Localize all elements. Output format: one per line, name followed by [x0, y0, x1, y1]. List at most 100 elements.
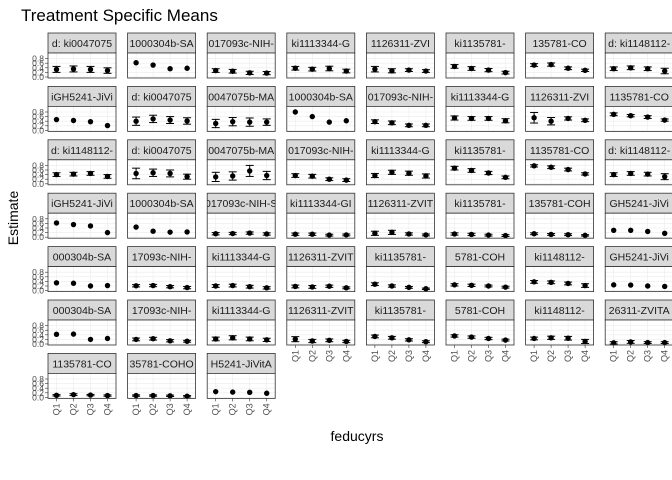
- y-tick-label: 0.4: [32, 63, 44, 73]
- data-point: [53, 171, 60, 178]
- panel-border: [127, 372, 196, 399]
- data-point: [389, 68, 395, 74]
- panel-border: [286, 266, 356, 293]
- data-point: [485, 283, 492, 289]
- data-point: [247, 389, 253, 396]
- data-point: [531, 62, 537, 68]
- data-point: [247, 230, 253, 236]
- data-point: [104, 122, 111, 129]
- y-tick-label: 0.2: [32, 334, 44, 344]
- facet-label: 1126311-ZVIT: [368, 198, 434, 210]
- facet-panel: 17093c-NIH-: [127, 246, 196, 293]
- panel-border: [604, 159, 672, 186]
- facet-label: H5241-JiVitA: [211, 358, 272, 370]
- facet-panel: iGH5241-JiVi 0.00.20.40.60.8: [32, 86, 117, 135]
- facet-panel: d: ki1148112-: [604, 32, 672, 79]
- data-point: [645, 228, 651, 235]
- facet-label: GH5241-JiVi: [610, 252, 669, 264]
- facet-panel: ki1113344-G: [206, 299, 276, 346]
- panel-border: [206, 52, 276, 79]
- data-point: [485, 335, 492, 342]
- x-tick-label: Q2: [148, 403, 158, 415]
- facet-label: ki1113344-G: [451, 91, 510, 103]
- panel-border: [127, 319, 196, 346]
- plot-area: [48, 266, 116, 292]
- facet-panel: 1135781-CO 0.00.20.40.60.8 Q1 Q2 Q3 Q4: [32, 352, 117, 415]
- y-tick-label: 0.8: [32, 160, 44, 170]
- facet-label: 1126311-ZVIT: [288, 252, 354, 264]
- facet-label: 1126311-ZVIT: [288, 305, 354, 317]
- facet-panel: 000304b-SA 0.00.20.40.60.8: [32, 246, 117, 296]
- plot-area: [286, 320, 355, 345]
- data-point: [184, 284, 190, 291]
- facet-label: ki1135781-: [375, 305, 427, 317]
- data-point: [565, 280, 571, 287]
- data-point: [343, 118, 349, 124]
- y-tick-label: 0.6: [32, 112, 44, 122]
- y-tick-label: 0.4: [32, 223, 44, 233]
- panel-border: [286, 52, 356, 79]
- data-point: [133, 118, 139, 124]
- facet-panel: d: ki1148112-: [604, 139, 672, 186]
- x-tick-label: Q3: [324, 350, 334, 362]
- data-point: [87, 392, 94, 398]
- facet-label: 17093c-NIH-: [132, 252, 192, 264]
- panel-border: [127, 266, 196, 293]
- plot-area: [286, 106, 355, 132]
- data-point: [213, 231, 219, 237]
- data-point: [423, 122, 429, 129]
- panel-border: [525, 52, 594, 79]
- data-point: [645, 283, 651, 289]
- data-point: [326, 119, 332, 125]
- facet-panel: 135781-COH: [525, 192, 594, 239]
- data-point: [343, 285, 349, 291]
- data-point: [343, 68, 349, 74]
- data-point: [70, 221, 77, 228]
- facet-panel: 017093c-NIH-S: [206, 192, 276, 239]
- facet-label: 35781-COHO: [129, 358, 193, 370]
- data-point: [309, 231, 315, 237]
- panel-border: [365, 212, 435, 239]
- y-tick-label: 0.2: [32, 121, 44, 131]
- x-tick-label: Q2: [546, 350, 556, 362]
- data-point: [150, 62, 156, 68]
- data-point: [264, 337, 270, 343]
- facet-panel: iGH5241-JiVi 0.00.20.40.60.8: [32, 192, 117, 242]
- facet-panel: 1126311-ZVI: [525, 86, 594, 132]
- plot-area: [366, 159, 435, 185]
- data-point: [502, 284, 509, 290]
- facet-panel: d: ki0047075: [127, 139, 196, 186]
- data-point: [372, 281, 378, 287]
- data-point: [213, 388, 219, 395]
- plot-area: [207, 213, 276, 239]
- data-point: [485, 170, 492, 176]
- data-point: [628, 170, 634, 177]
- facet-label: 1135781-CO: [530, 145, 589, 157]
- plot-area: [48, 213, 116, 239]
- facet-panel: 0047075b-MA: [206, 139, 276, 186]
- data-point: [565, 231, 571, 238]
- panel-border: [604, 106, 672, 132]
- panel-border: [286, 106, 356, 132]
- data-point: [184, 173, 190, 180]
- x-tick-label: Q4: [580, 350, 590, 362]
- data-point: [264, 390, 270, 396]
- facet-label: 017093c-NIH-: [288, 145, 354, 157]
- panel-border: [604, 266, 672, 293]
- data-point: [264, 231, 270, 237]
- x-tick-label: Q3: [165, 403, 175, 415]
- facet-panel: ki1113344-G: [286, 32, 356, 79]
- facet-panel: ki1135781-: [445, 139, 515, 186]
- data-point: [326, 176, 332, 182]
- x-tick-label: Q2: [626, 350, 636, 362]
- x-tick-label: Q4: [501, 350, 511, 362]
- data-point: [372, 118, 378, 125]
- panel-border: [47, 372, 117, 399]
- data-point: [645, 339, 651, 346]
- data-point: [406, 67, 412, 73]
- data-point: [184, 338, 190, 344]
- data-point: [53, 116, 60, 123]
- data-point: [468, 115, 475, 122]
- facet-label: d: ki1148112-: [608, 38, 671, 50]
